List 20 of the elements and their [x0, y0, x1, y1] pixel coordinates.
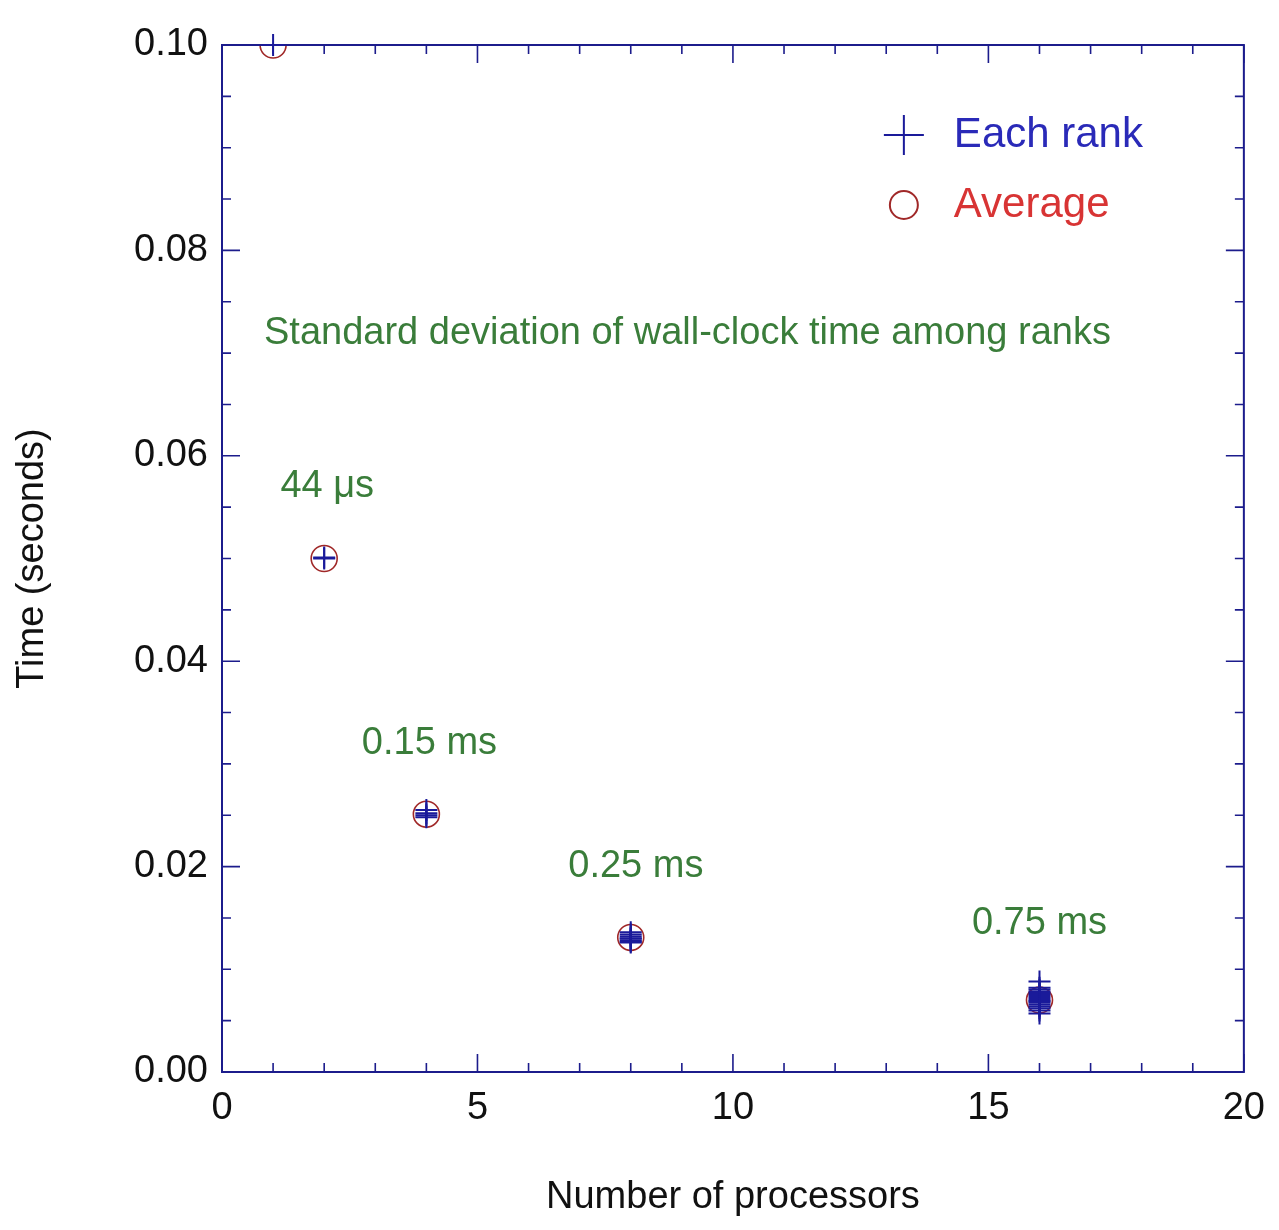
y-tick-label: 0.02 — [134, 843, 208, 886]
annotation: 0.25 ms — [568, 843, 704, 886]
y-tick-label: 0.10 — [134, 21, 208, 64]
annotation: 0.15 ms — [361, 719, 498, 762]
y-tick-label: 0.00 — [134, 1048, 208, 1091]
y-tick-label: 0.08 — [134, 226, 208, 269]
x-tick-label: 15 — [967, 1085, 1010, 1128]
y-tick-label: 0.06 — [134, 432, 208, 475]
x-axis-title: Number of processors — [546, 1173, 920, 1216]
x-tick-label: 10 — [711, 1085, 755, 1128]
legend-label: Average — [953, 178, 1110, 226]
annotation: 44 μs — [280, 463, 375, 506]
annotation: Standard deviation of wall-clock time among ranks — [264, 310, 1111, 353]
x-tick-label: 0 — [211, 1085, 233, 1128]
y-axis-title: Time (seconds) — [9, 428, 52, 689]
x-tick-label: 5 — [466, 1085, 489, 1128]
x-tick-label: 20 — [1222, 1085, 1266, 1128]
y-tick-label: 0.04 — [134, 637, 208, 680]
legend-label: Each rank — [953, 108, 1144, 156]
annotation: 0.75 ms — [971, 899, 1108, 942]
